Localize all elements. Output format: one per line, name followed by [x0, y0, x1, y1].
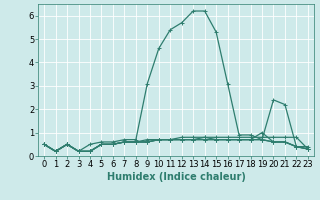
X-axis label: Humidex (Indice chaleur): Humidex (Indice chaleur)	[107, 172, 245, 182]
